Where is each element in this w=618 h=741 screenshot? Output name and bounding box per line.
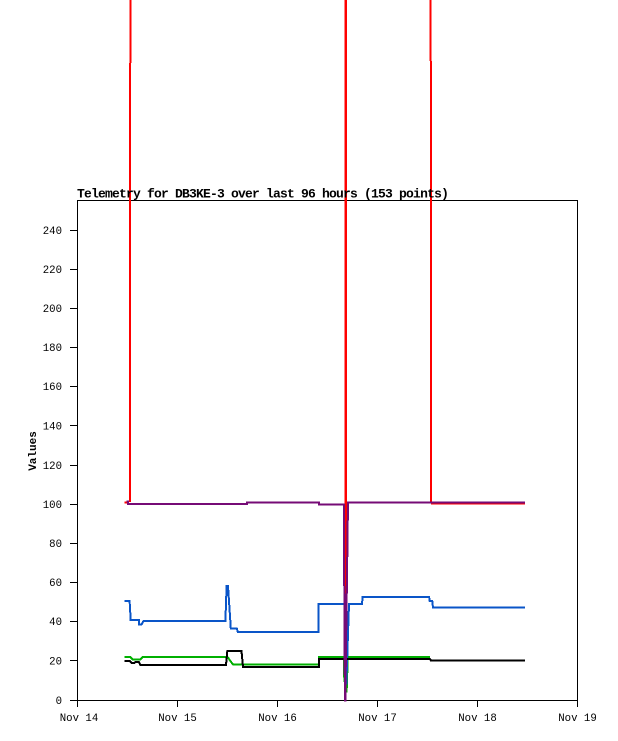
- svg-text:160: 160: [43, 382, 62, 394]
- svg-text:0: 0: [56, 696, 62, 708]
- svg-text:Nov 18: Nov 18: [458, 713, 496, 725]
- svg-text:Nov 14: Nov 14: [60, 713, 98, 725]
- svg-text:Nov 19: Nov 19: [558, 713, 596, 725]
- svg-text:120: 120: [43, 461, 62, 473]
- svg-text:20: 20: [49, 656, 62, 668]
- svg-text:Values: Values: [28, 431, 40, 471]
- svg-text:200: 200: [43, 304, 62, 316]
- svg-text:140: 140: [43, 421, 62, 433]
- svg-text:240: 240: [43, 226, 62, 238]
- svg-text:Nov 16: Nov 16: [258, 713, 296, 725]
- svg-text:180: 180: [43, 343, 62, 355]
- svg-text:220: 220: [43, 265, 62, 277]
- svg-text:80: 80: [49, 539, 62, 551]
- svg-text:40: 40: [49, 617, 62, 629]
- svg-text:60: 60: [49, 578, 62, 590]
- svg-text:Nov 15: Nov 15: [158, 713, 196, 725]
- svg-text:100: 100: [43, 500, 62, 512]
- svg-text:Telemetry for DB3KE-3 over las: Telemetry for DB3KE-3 over last 96 hours…: [77, 187, 448, 202]
- svg-text:Nov 17: Nov 17: [358, 713, 396, 725]
